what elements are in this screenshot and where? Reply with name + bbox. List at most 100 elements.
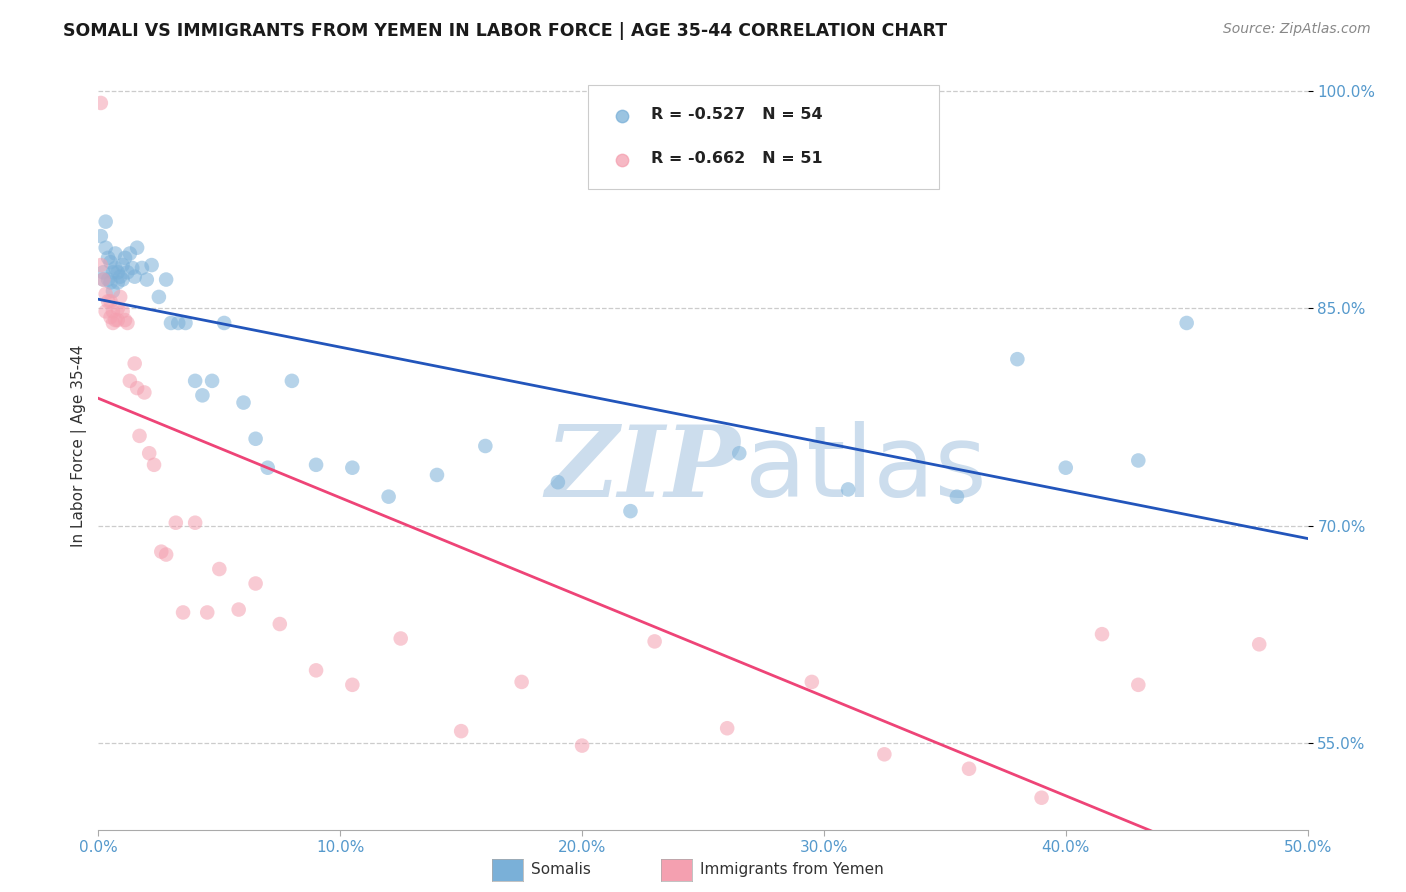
Point [124,269,146,284]
Text: ZIP: ZIP [546,421,741,517]
Point [128,429,150,443]
Point [124,357,146,371]
Point [91,272,114,286]
Point [94,214,117,228]
Point [90,229,112,244]
Point [1135,268,1157,283]
Point [138,446,160,460]
Point [107,265,129,279]
Point [1054,460,1077,475]
Point [107,301,129,316]
Point [800,674,823,689]
Point [111,258,134,272]
Point [100,310,122,325]
Point [135,272,157,286]
Point [208,562,231,576]
Point [160,316,183,330]
Point [212,316,235,330]
Point [167,316,190,330]
Point [450,724,472,739]
Point [94,304,117,318]
Point [571,739,593,753]
Point [101,316,124,330]
Point [100,276,122,290]
Point [716,721,738,735]
Point [245,576,267,591]
Point [195,606,218,620]
Point [114,313,136,327]
Point [121,260,143,275]
Point [184,516,207,530]
Point [245,432,267,446]
Point [101,265,124,279]
Point [228,602,250,616]
Point [165,516,187,530]
FancyBboxPatch shape [588,86,939,189]
Text: Immigrants from Yemen: Immigrants from Yemen [700,863,884,877]
Point [547,475,569,490]
Point [134,385,156,400]
Point [100,255,122,269]
Point [269,617,291,632]
Point [201,374,224,388]
Point [191,388,214,402]
Point [256,460,278,475]
Point [117,265,139,279]
Point [172,606,194,620]
Point [1199,851,1222,865]
Point [232,395,254,409]
Point [474,439,496,453]
Point [141,258,163,272]
Point [644,634,666,648]
Point [108,290,131,304]
Point [1031,790,1053,805]
Point [91,265,114,279]
Point [1135,186,1157,200]
Point [1249,637,1271,651]
Point [97,251,120,265]
Point [91,272,114,286]
Text: SOMALI VS IMMIGRANTS FROM YEMEN IN LABOR FORCE | AGE 35-44 CORRELATION CHART: SOMALI VS IMMIGRANTS FROM YEMEN IN LABOR… [63,22,948,40]
Point [111,272,134,286]
Point [957,762,980,776]
Point [97,272,120,286]
Point [90,95,112,110]
Text: R = -0.662   N = 51: R = -0.662 N = 51 [651,151,823,166]
Point [873,747,896,762]
Point [342,678,364,692]
Point [104,246,127,260]
Point [342,460,364,475]
Point [114,251,136,265]
Point [305,458,328,472]
Text: atlas: atlas [745,420,987,517]
Point [1007,352,1029,367]
Point [108,269,131,284]
Point [148,290,170,304]
Point [426,467,449,482]
Point [619,504,641,518]
Point [389,632,412,646]
Point [100,294,122,309]
Y-axis label: In Labor Force | Age 35-44: In Labor Force | Age 35-44 [72,345,87,547]
Text: Somalis: Somalis [531,863,592,877]
Point [94,287,117,301]
Point [1128,453,1150,467]
Text: Source: ZipAtlas.com: Source: ZipAtlas.com [1223,22,1371,37]
Point [111,304,134,318]
Point [101,304,124,318]
Point [97,294,120,309]
Point [728,446,751,460]
Point [90,258,112,272]
Point [1128,678,1150,692]
Point [143,458,166,472]
Point [305,664,328,678]
Point [107,276,129,290]
Point [377,490,399,504]
Point [946,490,969,504]
Point [117,316,139,330]
Point [837,483,859,497]
Point [281,374,304,388]
Point [1175,316,1198,330]
Point [94,241,117,255]
Text: R = -0.527   N = 54: R = -0.527 N = 54 [651,107,823,122]
